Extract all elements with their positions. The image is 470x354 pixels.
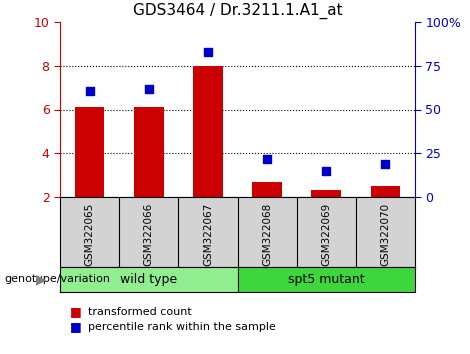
Point bbox=[322, 169, 330, 174]
Bar bbox=[312, 190, 341, 197]
Text: ■: ■ bbox=[70, 320, 81, 333]
Text: genotype/variation: genotype/variation bbox=[5, 274, 111, 285]
Point bbox=[382, 161, 389, 167]
Text: GSM322068: GSM322068 bbox=[262, 202, 272, 266]
Bar bbox=[75, 107, 104, 197]
Point bbox=[204, 49, 212, 55]
Text: ▶: ▶ bbox=[36, 273, 47, 286]
Bar bbox=[134, 107, 164, 197]
Text: transformed count: transformed count bbox=[88, 307, 192, 317]
Text: wild type: wild type bbox=[120, 273, 177, 286]
Text: GSM322066: GSM322066 bbox=[144, 202, 154, 266]
Title: GDS3464 / Dr.3211.1.A1_at: GDS3464 / Dr.3211.1.A1_at bbox=[133, 3, 342, 19]
Text: percentile rank within the sample: percentile rank within the sample bbox=[88, 322, 276, 332]
Point bbox=[86, 88, 94, 94]
Text: GSM322067: GSM322067 bbox=[203, 202, 213, 266]
Bar bbox=[252, 182, 282, 197]
Text: ■: ■ bbox=[70, 306, 81, 319]
Bar bbox=[237, 267, 415, 292]
Point bbox=[145, 86, 152, 92]
Bar bbox=[60, 267, 237, 292]
Text: GSM322070: GSM322070 bbox=[380, 202, 391, 266]
Text: spt5 mutant: spt5 mutant bbox=[288, 273, 365, 286]
Bar bbox=[371, 186, 400, 197]
Bar bbox=[193, 66, 223, 197]
Text: GSM322069: GSM322069 bbox=[321, 202, 331, 266]
Point bbox=[263, 156, 271, 162]
Text: GSM322065: GSM322065 bbox=[85, 202, 94, 266]
